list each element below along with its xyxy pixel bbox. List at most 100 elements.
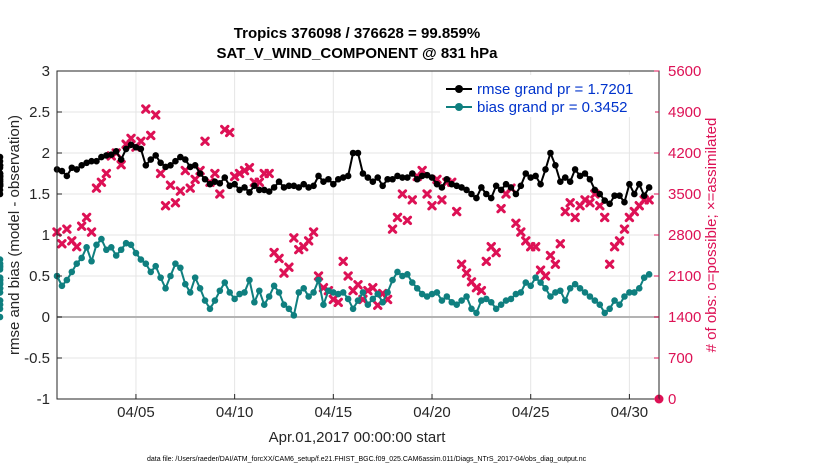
rmse-point <box>231 180 238 188</box>
y-axis-label: rmse and bias (model - observation) <box>6 115 23 355</box>
rmse-point <box>142 162 150 169</box>
bias-point <box>117 246 125 254</box>
obs-marker <box>392 212 403 223</box>
obs-marker <box>308 227 319 237</box>
y-tick-label: 1 <box>42 227 50 244</box>
rmse-point <box>265 188 273 195</box>
bias-point <box>211 297 219 304</box>
bias-point <box>260 301 268 309</box>
x-axis-ticks: 04/05 04/10 04/15 04/20 04/25 04/30 <box>117 394 648 421</box>
chart-title: Tropics 376098 / 376628 = 99.859% <box>234 25 480 42</box>
rmse-point <box>359 170 367 177</box>
obs-marker <box>397 189 408 199</box>
bias-point <box>63 276 71 284</box>
rmse-point <box>325 175 332 183</box>
bias-point <box>147 268 155 276</box>
bias-point <box>517 289 525 296</box>
bias-point <box>394 268 401 276</box>
bias-point <box>423 293 431 300</box>
bias-point <box>256 287 263 295</box>
rmse-point <box>443 175 451 183</box>
y2-tick-label: 2100 <box>668 268 701 285</box>
rmse-point <box>408 170 416 177</box>
bias-point <box>635 285 643 292</box>
bias-point <box>137 256 145 263</box>
bias-point <box>103 246 110 254</box>
bias-point <box>206 305 214 313</box>
rmse-point <box>196 170 204 177</box>
bias-point <box>196 285 204 292</box>
obs-marker <box>540 271 551 281</box>
bias-point <box>418 290 426 298</box>
rmse-point <box>88 157 95 165</box>
rmse-point <box>201 175 209 183</box>
rmse-point <box>502 180 510 188</box>
bias-point <box>270 282 278 290</box>
bias-point <box>246 276 253 284</box>
rmse-point <box>364 174 372 181</box>
bias-point <box>310 289 317 296</box>
bias-point <box>522 279 530 286</box>
rmse-point <box>221 174 229 181</box>
bias-point <box>438 297 446 304</box>
x-tick-label: 04/30 <box>611 404 649 421</box>
bias-point <box>305 293 312 300</box>
y2-tick-label: 2800 <box>668 227 701 244</box>
bias-point <box>601 309 609 317</box>
rmse-point <box>507 184 515 191</box>
bias-point <box>581 289 589 296</box>
rmse-point <box>181 156 189 163</box>
obs-marker <box>604 259 615 269</box>
rmse-point <box>384 175 391 183</box>
bias-point <box>606 305 613 313</box>
y-tick-label: 2.5 <box>29 104 50 121</box>
legend-rmse-marker <box>455 85 463 93</box>
bias-point <box>448 298 456 306</box>
rmse-point <box>482 190 490 198</box>
obs-marker <box>565 198 575 208</box>
obs-marker <box>456 259 467 269</box>
rmse-point <box>112 148 120 155</box>
rmse-point <box>310 182 317 190</box>
obs-marker <box>57 239 67 249</box>
obs-marker <box>96 177 107 187</box>
obs-marker <box>451 206 462 217</box>
bias-point <box>0 262 4 270</box>
rmse-point <box>73 166 81 173</box>
obs-marker <box>387 224 398 234</box>
bias-point <box>591 297 599 304</box>
obs-marker <box>190 174 200 185</box>
rmse-point <box>492 182 500 190</box>
rmse-point <box>463 186 470 194</box>
obs-marker <box>481 256 491 267</box>
rmse-point <box>103 152 110 159</box>
obs-marker <box>146 130 156 141</box>
rmse-point <box>172 157 179 165</box>
rmse-point <box>78 162 85 169</box>
bias-point <box>265 293 273 300</box>
rmse-point <box>167 162 174 169</box>
rmse-point <box>566 178 574 185</box>
bias-point <box>379 298 386 306</box>
obs-marker <box>496 203 506 214</box>
bias-point <box>112 252 120 259</box>
y2-tick-label: 4900 <box>668 104 701 121</box>
obs-marker <box>76 221 87 231</box>
obs-marker <box>141 104 151 114</box>
x-axis-label: Apr.01,2017 00:00:00 start <box>269 429 447 446</box>
obs-marker <box>244 162 255 173</box>
bias-point <box>68 268 76 276</box>
bias-point <box>0 285 4 292</box>
bias-point <box>162 285 169 292</box>
obs-marker <box>303 236 314 246</box>
obs-marker <box>225 127 235 138</box>
bias-point <box>596 301 604 309</box>
rmse-point <box>571 166 579 173</box>
obs-marker <box>530 242 541 252</box>
rmse-point <box>413 175 421 183</box>
x-tick-label: 04/10 <box>216 404 254 421</box>
obs-marker <box>644 195 654 205</box>
obs-marker <box>338 256 348 267</box>
obs-marker <box>86 227 97 237</box>
rmse-point <box>458 184 465 191</box>
